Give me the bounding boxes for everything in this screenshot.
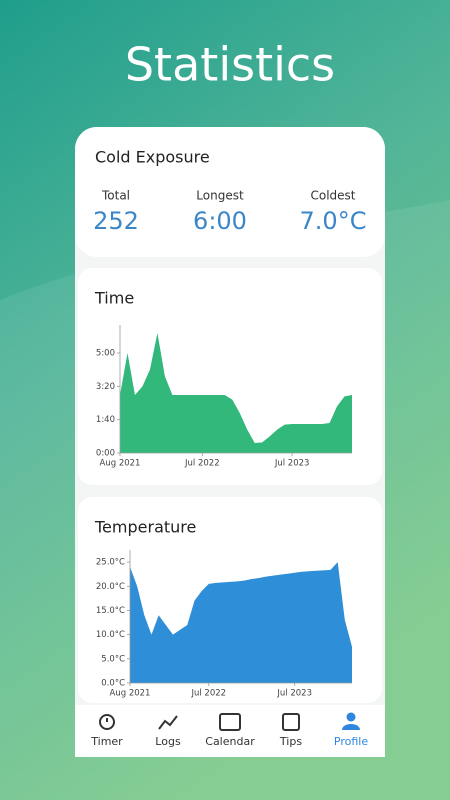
- tab-label[interactable]: Timer: [90, 735, 123, 748]
- page-title: Statistics: [125, 38, 335, 92]
- tab-label[interactable]: Calendar: [205, 735, 255, 748]
- tab-label[interactable]: Profile: [334, 735, 368, 748]
- tab-icons: [99, 713, 300, 731]
- x-tick-label: Jul 2022: [190, 689, 226, 699]
- y-tick-label: 10.0°C: [96, 630, 125, 640]
- area: [130, 562, 352, 683]
- tab-label[interactable]: Logs: [155, 735, 181, 748]
- tips-icon: [282, 713, 300, 731]
- y-tick-label: 5.0°C: [101, 654, 125, 664]
- x-tick-label: Jul 2023: [276, 689, 312, 699]
- stat-value: 7.0°C: [300, 207, 367, 235]
- stat-value: 252: [93, 207, 139, 235]
- y-tick-label: 3:20: [96, 382, 115, 392]
- summary-section: [75, 127, 385, 257]
- stat-label: Coldest: [310, 189, 355, 203]
- profile-icon: [342, 712, 360, 730]
- chart-title: Temperature: [94, 518, 196, 537]
- x-tick-label: Jul 2023: [274, 459, 310, 469]
- y-tick-label: 0.0°C: [101, 679, 125, 689]
- profile-icon-head: [346, 712, 356, 722]
- calendar-icon: [219, 713, 241, 731]
- y-tick-label: 25.0°C: [96, 558, 125, 568]
- x-tick-label: Jul 2022: [184, 459, 220, 469]
- chart-title: Time: [94, 289, 134, 308]
- y-tick-label: 1:40: [96, 415, 115, 425]
- y-tick-label: 0:00: [96, 449, 115, 459]
- y-tick-label: 20.0°C: [96, 582, 125, 592]
- timer-icon: [99, 714, 115, 730]
- x-tick-label: Aug 2021: [110, 689, 151, 699]
- profile-icon-body: [342, 724, 360, 730]
- y-tick-label: 5:00: [96, 349, 115, 359]
- tab-label[interactable]: Tips: [279, 735, 302, 748]
- area: [120, 333, 352, 453]
- stat-value: 6:00: [193, 207, 247, 235]
- stat-label: Total: [101, 189, 130, 203]
- stat-label: Longest: [196, 189, 244, 203]
- logs-icon: [158, 715, 178, 730]
- x-tick-label: Aug 2021: [100, 459, 141, 469]
- y-tick-label: 15.0°C: [96, 606, 125, 616]
- summary-heading: Cold Exposure: [95, 148, 210, 167]
